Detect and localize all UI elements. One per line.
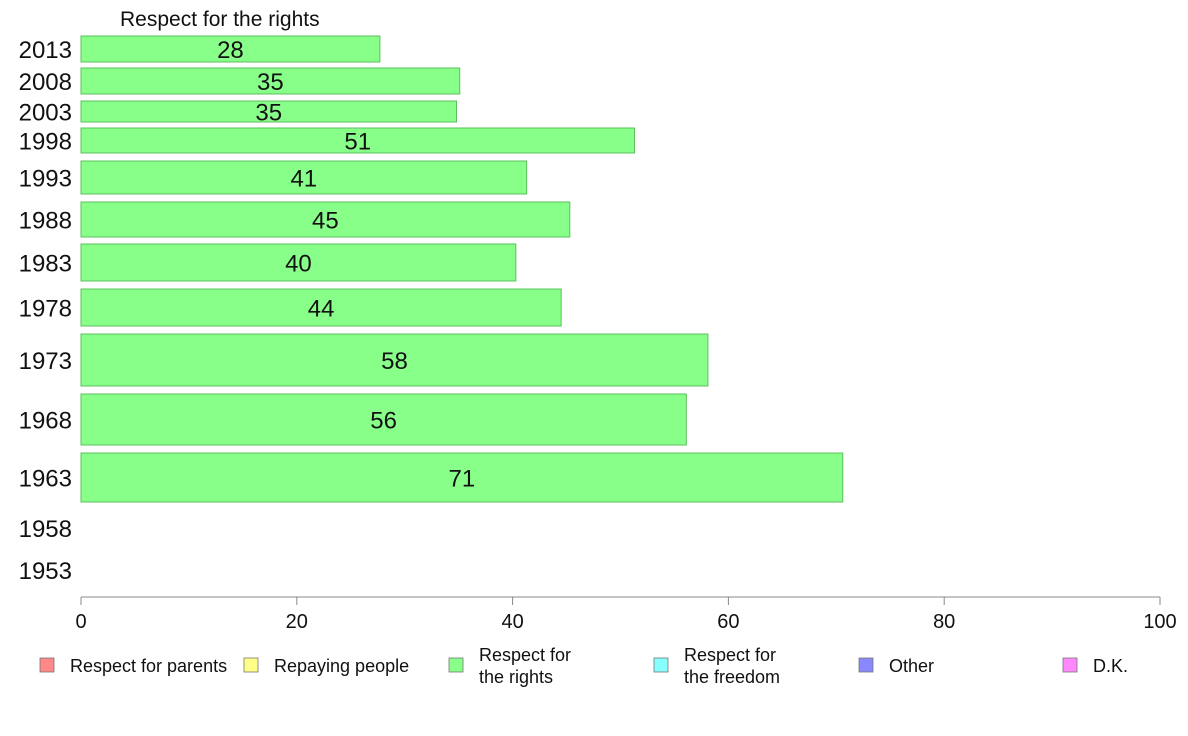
value-label-2003: 35 [255, 100, 282, 127]
value-label-1988: 45 [312, 208, 339, 235]
bar-1998 [80, 127, 636, 154]
legend-swatch-other [858, 657, 874, 673]
value-label-1968: 56 [370, 408, 397, 435]
legend-swatch-respect-for-the-rights [448, 657, 464, 673]
year-label-2008: 2008 [19, 69, 72, 96]
value-label-1963: 71 [449, 466, 476, 493]
year-label-2003: 2003 [19, 100, 72, 127]
year-label-1983: 1983 [19, 251, 72, 278]
bar-1993 [80, 160, 528, 195]
x-tick-label-100: 100 [1143, 611, 1176, 633]
x-axis: 0 20 40 60 80 100 [75, 596, 1177, 633]
value-label-1978: 44 [308, 296, 335, 323]
x-tick-label-40: 40 [501, 611, 523, 633]
legend-swatch-dk [1062, 657, 1078, 673]
value-label-1998: 51 [344, 129, 371, 156]
legend-swatch-respect-for-parents [39, 657, 55, 673]
value-label-1993: 41 [290, 166, 317, 193]
year-label-1978: 1978 [19, 296, 72, 323]
year-label-2013: 2013 [19, 37, 72, 64]
bar-1973 [80, 333, 709, 387]
value-label-1983: 40 [285, 251, 312, 278]
legend-label-respect-for-the-freedom: Respect for the freedom [684, 645, 780, 687]
x-tick-label-80: 80 [933, 611, 955, 633]
value-label-2013: 28 [217, 37, 244, 64]
value-label-2008: 35 [257, 69, 284, 96]
legend-label-other: Other [889, 656, 934, 676]
year-label-1998: 1998 [19, 129, 72, 156]
x-tick-label-20: 20 [286, 611, 308, 633]
x-tick-label-60: 60 [717, 611, 739, 633]
value-label-1973: 58 [381, 348, 408, 375]
legend-swatch-respect-for-the-freedom [653, 657, 669, 673]
legend-label-dk: D.K. [1093, 656, 1128, 676]
bar-2008 [80, 67, 461, 95]
legend: Respect for parents Repaying people Respec… [39, 645, 1128, 687]
bar-1968 [80, 393, 687, 446]
year-label-1973: 1973 [19, 348, 72, 375]
bar-1963 [80, 452, 844, 503]
year-label-1963: 1963 [19, 466, 72, 493]
bar-2003 [80, 100, 457, 123]
legend-label-repaying-people: Repaying people [274, 656, 409, 676]
year-label-1953: 1953 [19, 558, 72, 585]
year-label-1968: 1968 [19, 408, 72, 435]
x-tick-label-0: 0 [75, 611, 86, 633]
year-label-1958: 1958 [19, 516, 72, 543]
legend-label-respect-for-the-rights: Respect for the rights [479, 645, 571, 687]
bar-1988 [80, 201, 571, 238]
legend-swatch-repaying-people [243, 657, 259, 673]
bar-1983 [80, 243, 517, 282]
year-label-1988: 1988 [19, 208, 72, 235]
bars [80, 35, 844, 503]
chart-title: Respect for the rights [120, 8, 320, 31]
bar-1978 [80, 288, 562, 327]
year-label-1993: 1993 [19, 166, 72, 193]
bar-2013 [80, 35, 381, 63]
legend-label-respect-for-parents: Respect for parents [70, 656, 227, 676]
